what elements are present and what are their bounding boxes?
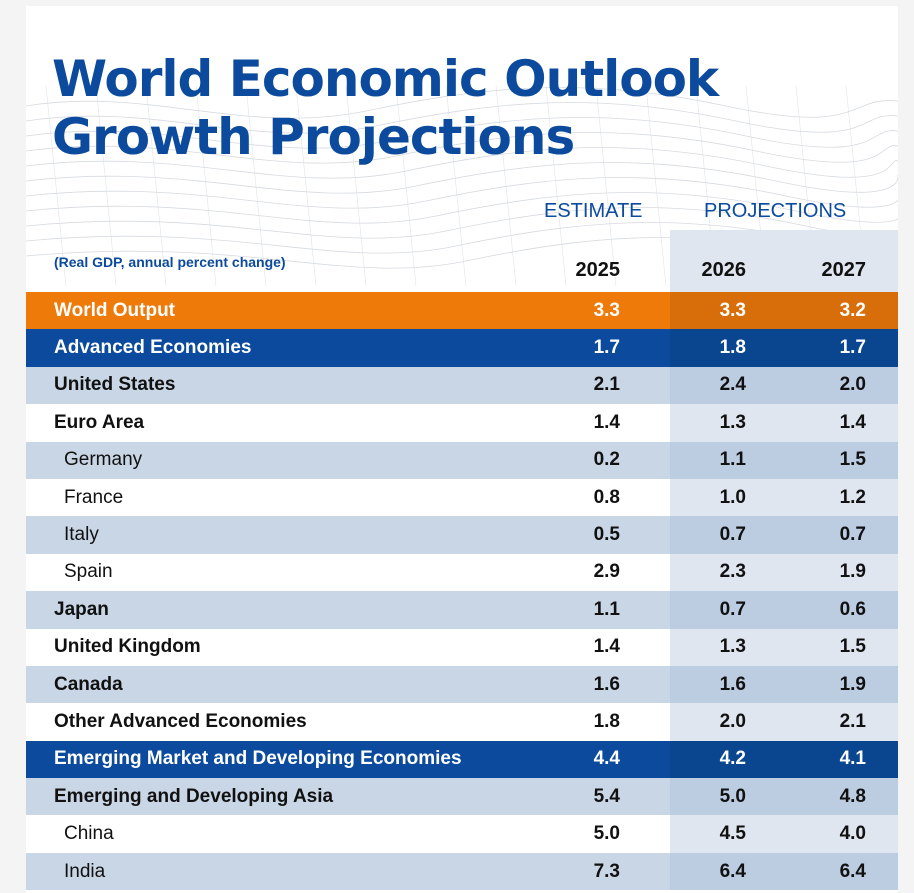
table-row: Italy 0.5 0.7 0.7: [26, 516, 898, 554]
projections-heading: PROJECTIONS: [704, 200, 847, 222]
row-label: Emerging Market and Developing Economies: [54, 748, 462, 770]
value-2027: 1.9: [839, 561, 866, 583]
value-2025: 1.8: [593, 710, 620, 732]
row-label: France: [64, 486, 124, 508]
outlook-page: World Economic Outlook Growth Projection…: [26, 6, 898, 893]
value-2025: 4.4: [593, 748, 620, 770]
row-label: Other Advanced Economies: [54, 710, 307, 732]
table-row: World Output 3.3 3.3 3.2: [26, 292, 898, 330]
table-subtitle: (Real GDP, annual percent change): [54, 254, 286, 270]
value-2026: 1.0: [719, 486, 746, 508]
row-label: Germany: [64, 449, 143, 471]
table-row: Other Advanced Economies 1.8 2.0 2.1: [26, 703, 898, 741]
title-line-1: World Economic Outlook: [52, 50, 719, 108]
year-2025-header: 2025: [575, 259, 621, 281]
value-2027: 1.5: [839, 449, 866, 471]
growth-table: World Output 3.3 3.3 3.2 Advanced Economies…: [26, 292, 898, 891]
value-2027: 3.2: [839, 299, 866, 321]
value-2026: 1.6: [719, 673, 746, 695]
value-2026: 1.1: [719, 449, 746, 471]
row-label: Canada: [54, 673, 123, 695]
value-2027: 4.0: [839, 823, 866, 845]
value-2025: 2.1: [593, 374, 620, 396]
value-2027: 6.4: [839, 860, 866, 882]
value-2027: 0.7: [839, 524, 866, 546]
value-2025: 0.5: [593, 524, 620, 546]
table-row: Emerging and Developing Asia 5.4 5.0 4.8: [26, 778, 898, 816]
page-title: World Economic Outlook Growth Projection…: [52, 50, 719, 166]
row-label: Euro Area: [54, 411, 145, 433]
value-2027: 1.4: [839, 411, 866, 433]
table-row: Spain 2.9 2.3 1.9: [26, 553, 898, 592]
row-label: United Kingdom: [54, 636, 201, 658]
value-2026: 4.2: [719, 748, 746, 770]
value-2025: 2.9: [593, 561, 620, 583]
value-2027: 1.7: [839, 337, 866, 359]
value-2026: 2.4: [719, 374, 746, 396]
value-2025: 5.0: [593, 823, 620, 845]
value-2026: 1.3: [719, 411, 746, 433]
row-label: China: [64, 823, 114, 845]
table-row: Advanced Economies 1.7 1.8 1.7: [26, 329, 898, 367]
value-2027: 1.5: [839, 636, 866, 658]
value-2027: 4.1: [839, 748, 866, 770]
value-2025: 7.3: [593, 860, 620, 882]
value-2026: 1.8: [719, 337, 746, 359]
value-2027: 1.2: [839, 486, 866, 508]
estimate-heading: ESTIMATE: [544, 200, 643, 222]
table-row: Euro Area 1.4 1.3 1.4: [26, 404, 898, 442]
value-2026: 0.7: [719, 524, 746, 546]
row-label: World Output: [54, 299, 176, 321]
table-row: China 5.0 4.5 4.0: [26, 815, 898, 853]
value-2026: 1.3: [719, 636, 746, 658]
row-label: Emerging and Developing Asia: [54, 785, 334, 807]
value-2026: 6.4: [719, 860, 746, 882]
value-2026: 0.7: [719, 598, 746, 620]
value-2025: 1.4: [593, 411, 620, 433]
value-2025: 3.3: [593, 299, 620, 321]
value-2025: 1.6: [593, 673, 620, 695]
value-2027: 2.0: [839, 374, 866, 396]
value-2025: 0.8: [593, 486, 620, 508]
projections-header-band: [670, 230, 898, 300]
row-label: United States: [54, 374, 176, 396]
value-2025: 1.7: [593, 337, 620, 359]
value-2025: 1.1: [593, 598, 620, 620]
row-label: Advanced Economies: [54, 337, 252, 359]
table-row: France 0.8 1.0 1.2: [26, 478, 898, 517]
table-row: United Kingdom 1.4 1.3 1.5: [26, 628, 898, 666]
table-row: Emerging Market and Developing Economies…: [26, 740, 898, 779]
table-row: Canada 1.6 1.6 1.9: [26, 665, 898, 704]
table-row: Germany 0.2 1.1 1.5: [26, 441, 898, 479]
year-2027-header: 2027: [821, 259, 867, 281]
value-2026: 5.0: [719, 785, 746, 807]
table-row: United States 2.1 2.4 2.0: [26, 366, 898, 405]
value-2025: 5.4: [593, 785, 620, 807]
row-label: Japan: [54, 598, 109, 620]
value-2027: 1.9: [839, 673, 866, 695]
wave-mesh-decoration: [26, 85, 898, 287]
value-2025: 0.2: [593, 449, 620, 471]
table-row: India 7.3 6.4 6.4: [26, 852, 898, 891]
value-2025: 1.4: [593, 636, 620, 658]
value-2027: 4.8: [839, 785, 866, 807]
year-2026-header: 2026: [701, 259, 747, 281]
row-label: Italy: [64, 524, 99, 546]
row-label: India: [64, 860, 106, 882]
row-label: Spain: [64, 561, 113, 583]
value-2026: 2.3: [719, 561, 746, 583]
table-row: Japan 1.1 0.7 0.6: [26, 591, 898, 629]
title-line-2: Growth Projections: [52, 108, 575, 166]
value-2026: 2.0: [719, 710, 746, 732]
value-2027: 0.6: [839, 598, 866, 620]
value-2026: 4.5: [719, 823, 746, 845]
value-2026: 3.3: [719, 299, 746, 321]
value-2027: 2.1: [839, 710, 866, 732]
